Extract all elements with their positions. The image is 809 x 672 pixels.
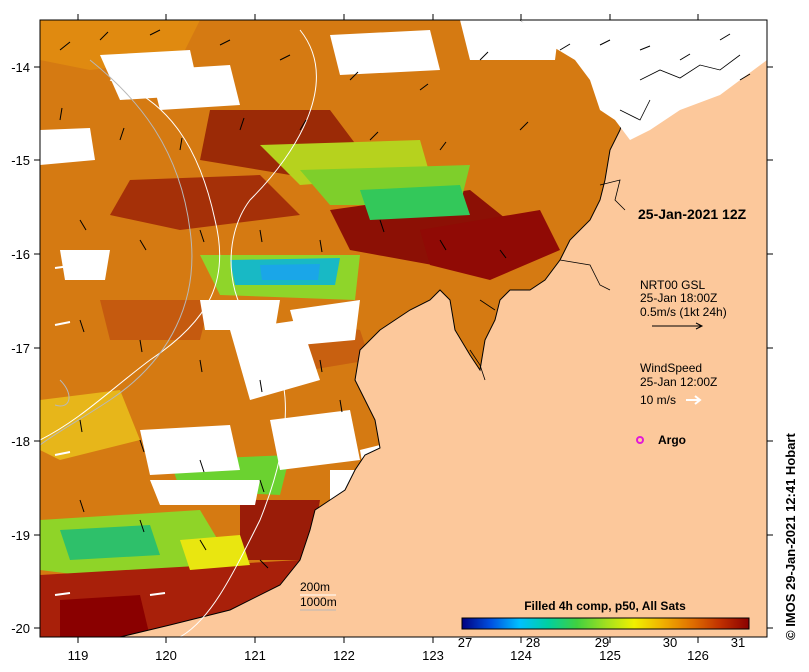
argo-marker [636,436,644,444]
y-tick-label: -20 [11,621,30,636]
cloud-mask [40,20,560,505]
x-tick-label: 124 [510,648,532,663]
north-cloud-over-land [520,20,767,140]
colorbar-tick: 27 [458,635,472,650]
x-tick-label: 120 [155,648,177,663]
x-tick-label: 121 [244,648,266,663]
x-tick-label: 119 [68,648,89,663]
map-frame [39,19,768,638]
isobath-200-label: 200m [300,580,330,594]
axis-tick-marks [34,14,773,643]
isobath-contours [40,29,317,637]
date-stamp: 25-Jan-2021 12Z [638,206,747,222]
colorbar-tick: 30 [663,635,677,650]
colorbar [461,617,750,630]
wind-arrows [54,265,166,596]
y-tick-label: -15 [11,153,30,168]
colorbar-title: Filled 4h comp, p50, All Sats [524,599,686,613]
colorbar-tick: 31 [731,635,745,650]
x-tick-label: 126 [687,648,709,663]
land-mass [119,20,767,637]
y-tick-label: -16 [11,247,30,262]
wind-scale-label: 10 m/s [640,393,676,407]
current-time: 25-Jan 18:00Z [640,291,717,305]
x-tick-label: 123 [422,648,444,663]
credit-label: © IMOS 29-Jan-2021 12:41 Hobart [783,433,798,640]
y-tick-label: -14 [11,60,30,75]
argo-label: Argo [658,433,686,447]
wind-time: 25-Jan 12:00Z [640,375,717,389]
wind-scale-arrow [686,395,702,405]
coast-detail [469,54,741,381]
wind-title: WindSpeed [640,361,702,375]
current-scale-arrow [652,322,704,330]
colorbar-tick: 28 [526,635,540,650]
isobath-1000-label: 1000m [300,595,337,609]
current-scale-label: 0.5m/s (1kt 24h) [640,305,727,319]
x-tick-label: 125 [599,648,621,663]
current-title: NRT00 GSL [640,278,705,292]
y-tick-label: -19 [11,528,30,543]
colorbar-tick: 29 [595,635,609,650]
y-tick-label: -17 [11,341,30,356]
y-tick-label: -18 [11,434,30,449]
sst-patches [40,20,560,637]
x-tick-label: 122 [333,648,355,663]
current-vectors [59,29,751,569]
